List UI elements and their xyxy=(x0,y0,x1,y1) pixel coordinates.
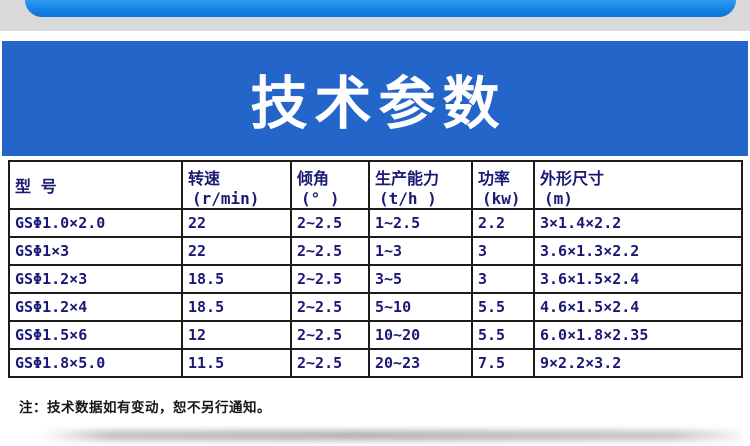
col-header-incline-label: 倾角 xyxy=(297,169,330,188)
cell-speed: 22 xyxy=(181,208,292,238)
col-header-dimensions: 外形尺寸 (m) xyxy=(533,160,743,210)
col-header-dimensions-unit: (m) xyxy=(544,189,573,208)
col-header-speed-unit: (r/min) xyxy=(192,189,260,208)
cell-model: GSΦ1.2×3 xyxy=(8,264,183,294)
cell-speed: 11.5 xyxy=(181,348,292,378)
cell-model: GSΦ1.5×6 xyxy=(8,320,183,350)
cell-incline: 2~2.5 xyxy=(290,348,370,378)
cell-capacity: 3~5 xyxy=(368,264,473,294)
cell-dimensions: 3.6×1.3×2.2 xyxy=(533,236,743,266)
cell-speed: 12 xyxy=(181,320,292,350)
col-header-power: 功率 (kw) xyxy=(471,160,535,210)
cell-capacity: 1~2.5 xyxy=(368,208,473,238)
cell-power: 3 xyxy=(471,264,535,294)
table-row: GSΦ1.8×5.0 11.5 2~2.5 20~23 7.5 9×2.2×3.2 xyxy=(8,348,743,378)
col-header-incline-unit: (° ) xyxy=(301,189,340,208)
cell-capacity: 20~23 xyxy=(368,348,473,378)
page-title: 技术参数 xyxy=(250,70,507,137)
cell-power: 7.5 xyxy=(471,348,535,378)
col-header-capacity-label: 生产能力 xyxy=(375,169,440,188)
cell-power: 3 xyxy=(471,236,535,266)
top-banner-tail xyxy=(25,0,736,17)
cell-incline: 2~2.5 xyxy=(290,264,370,294)
cell-model: GSΦ1.8×5.0 xyxy=(8,348,183,378)
col-header-power-label: 功率 xyxy=(478,169,511,188)
col-header-speed-label: 转速 xyxy=(188,169,221,188)
cell-dimensions: 6.0×1.8×2.35 xyxy=(533,320,743,350)
title-banner: 技术参数 xyxy=(2,41,748,156)
col-header-speed: 转速 (r/min) xyxy=(181,160,292,210)
bottom-shadow xyxy=(40,430,742,441)
cell-capacity: 10~20 xyxy=(368,320,473,350)
cell-capacity: 5~10 xyxy=(368,292,473,322)
cell-incline: 2~2.5 xyxy=(290,292,370,322)
cell-incline: 2~2.5 xyxy=(290,208,370,238)
col-header-power-unit: (kw) xyxy=(482,189,521,208)
col-header-capacity-unit: (t/h ) xyxy=(379,189,437,208)
cell-power: 5.5 xyxy=(471,292,535,322)
col-header-model-label: 型 号 xyxy=(15,177,57,196)
cell-speed: 22 xyxy=(181,236,292,266)
cell-dimensions: 3×1.4×2.2 xyxy=(533,208,743,238)
specs-table: 型 号 转速 (r/min) 倾角 (° ) 生产能力 (t/h ) 功率 (k… xyxy=(8,160,743,378)
table-row: GSΦ1.2×4 18.5 2~2.5 5~10 5.5 4.6×1.5×2.4 xyxy=(8,292,743,322)
cell-speed: 18.5 xyxy=(181,292,292,322)
cell-capacity: 1~3 xyxy=(368,236,473,266)
table-row: GSΦ1.0×2.0 22 2~2.5 1~2.5 2.2 3×1.4×2.2 xyxy=(8,208,743,238)
cell-incline: 2~2.5 xyxy=(290,236,370,266)
cell-dimensions: 9×2.2×3.2 xyxy=(533,348,743,378)
table-row: GSΦ1.2×3 18.5 2~2.5 3~5 3 3.6×1.5×2.4 xyxy=(8,264,743,294)
footer-note: 注：技术数据如有变动，恕不另行通知。 xyxy=(19,400,271,416)
cell-dimensions: 3.6×1.5×2.4 xyxy=(533,264,743,294)
table-header-row: 型 号 转速 (r/min) 倾角 (° ) 生产能力 (t/h ) 功率 (k… xyxy=(8,160,743,210)
col-header-capacity: 生产能力 (t/h ) xyxy=(368,160,473,210)
cell-model: GSΦ1.2×4 xyxy=(8,292,183,322)
table-row: GSΦ1.5×6 12 2~2.5 10~20 5.5 6.0×1.8×2.35 xyxy=(8,320,743,350)
cell-speed: 18.5 xyxy=(181,264,292,294)
table-row: GSΦ1×3 22 2~2.5 1~3 3 3.6×1.3×2.2 xyxy=(8,236,743,266)
cell-dimensions: 4.6×1.5×2.4 xyxy=(533,292,743,322)
cell-model: GSΦ1×3 xyxy=(8,236,183,266)
cell-model: GSΦ1.0×2.0 xyxy=(8,208,183,238)
cell-power: 2.2 xyxy=(471,208,535,238)
col-header-dimensions-label: 外形尺寸 xyxy=(540,169,605,188)
col-header-model: 型 号 xyxy=(8,160,183,210)
col-header-incline: 倾角 (° ) xyxy=(290,160,370,210)
cell-power: 5.5 xyxy=(471,320,535,350)
cell-incline: 2~2.5 xyxy=(290,320,370,350)
